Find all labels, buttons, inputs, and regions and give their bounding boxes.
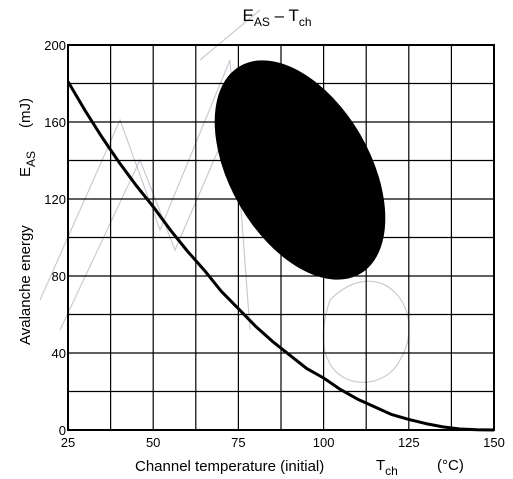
plot-frame [67,44,495,431]
x-tick-label: 75 [231,435,245,450]
y-axis-symbol: EAS [17,151,38,177]
y-tick-label: 160 [44,115,66,130]
y-tick-label: 120 [44,192,66,207]
y-tick-label: 40 [52,346,66,361]
x-tick-label: 150 [483,435,505,450]
y-tick-label: 0 [59,423,66,438]
x-axis-symbol: Tch [376,457,398,478]
x-tick-label: 125 [398,435,420,450]
series-line [66,80,495,432]
x-tick-label: 25 [61,435,75,450]
y-tick-labels: 0 40 80 120 160 200 [44,38,66,438]
watermark-logo [39,9,410,383]
y-tick-label: 200 [44,38,66,53]
y-tick-label: 80 [52,269,66,284]
y-axis-title: Avalanche energy [17,225,34,345]
x-tick-label: 50 [146,435,160,450]
y-axis-unit: (mJ) [17,98,34,128]
chart-title: EAS – Tch [242,6,311,29]
x-axis-unit: (°C) [437,457,464,474]
x-tick-label: 100 [313,435,335,450]
x-tick-labels: 25 50 75 100 125 150 [61,435,505,450]
y-axis-title-group: Avalanche energy EAS (mJ) [17,98,38,345]
x-axis-title: Channel temperature (initial) [135,458,324,475]
grid [67,44,495,431]
